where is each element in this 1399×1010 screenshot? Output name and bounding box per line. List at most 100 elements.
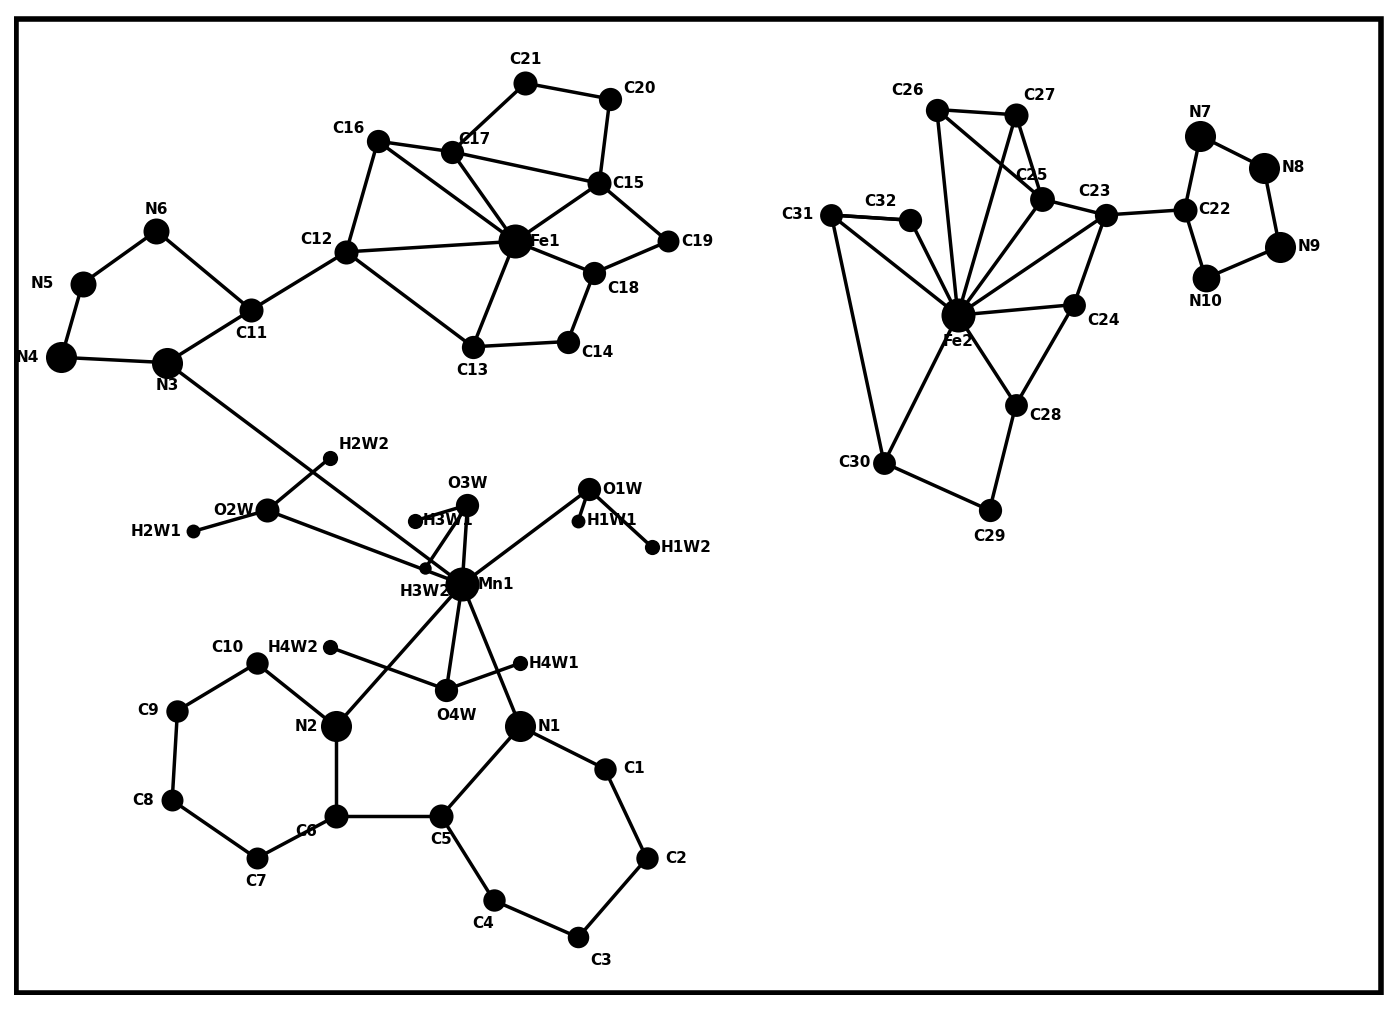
Text: C3: C3 — [590, 953, 613, 969]
Text: C29: C29 — [974, 529, 1006, 544]
Point — [641, 539, 663, 556]
Point — [441, 143, 463, 160]
Point — [515, 75, 537, 91]
Point — [1063, 297, 1086, 313]
Text: Fe2: Fe2 — [943, 334, 974, 349]
Point — [403, 513, 425, 529]
Point — [334, 243, 357, 260]
Text: C23: C23 — [1079, 184, 1111, 199]
Text: H3W1: H3W1 — [422, 513, 474, 528]
Text: C22: C22 — [1198, 202, 1231, 217]
Text: H2W2: H2W2 — [339, 437, 390, 452]
Text: C8: C8 — [132, 793, 154, 808]
Text: C18: C18 — [607, 282, 639, 296]
Point — [414, 561, 436, 577]
Point — [588, 176, 610, 192]
Point — [578, 481, 600, 497]
Text: C31: C31 — [782, 207, 814, 222]
Text: C1: C1 — [624, 762, 645, 776]
Point — [166, 703, 189, 719]
Text: C28: C28 — [1030, 408, 1062, 423]
Text: H2W1: H2W1 — [132, 524, 182, 539]
Text: C17: C17 — [459, 131, 491, 146]
Point — [504, 233, 526, 249]
Point — [71, 276, 94, 292]
Text: C32: C32 — [865, 194, 897, 209]
Point — [429, 808, 452, 824]
Point — [656, 233, 679, 249]
Point — [483, 893, 505, 909]
Text: N8: N8 — [1281, 160, 1305, 175]
Text: C24: C24 — [1087, 313, 1119, 328]
Text: C30: C30 — [838, 456, 870, 471]
Point — [1174, 202, 1196, 218]
Point — [635, 850, 658, 867]
Text: C21: C21 — [509, 53, 541, 68]
Text: C4: C4 — [473, 916, 494, 931]
Point — [509, 718, 532, 734]
Text: H3W2: H3W2 — [400, 584, 450, 599]
Text: C7: C7 — [246, 874, 267, 889]
Point — [583, 265, 606, 281]
Text: C19: C19 — [681, 234, 713, 248]
Text: C6: C6 — [295, 824, 318, 839]
Point — [155, 355, 178, 371]
Point — [1094, 207, 1116, 223]
Text: N6: N6 — [144, 202, 168, 217]
Text: C27: C27 — [1023, 88, 1055, 103]
Text: C16: C16 — [332, 121, 365, 136]
Point — [256, 502, 278, 518]
Point — [241, 302, 263, 318]
Text: N1: N1 — [539, 719, 561, 734]
Point — [245, 850, 267, 867]
Text: H1W1: H1W1 — [586, 513, 638, 528]
Text: C20: C20 — [623, 81, 656, 96]
Point — [820, 207, 842, 223]
Point — [926, 101, 949, 117]
Point — [450, 576, 473, 592]
Point — [1004, 107, 1027, 123]
Point — [1189, 128, 1212, 144]
Point — [435, 682, 457, 698]
Point — [947, 307, 970, 323]
Point — [1031, 191, 1053, 207]
Point — [50, 349, 73, 366]
Point — [978, 502, 1000, 518]
Point — [456, 497, 478, 513]
Text: O4W: O4W — [436, 708, 477, 723]
Point — [1252, 160, 1274, 176]
Text: C14: C14 — [581, 344, 613, 360]
Text: C15: C15 — [613, 176, 645, 191]
Point — [319, 449, 341, 466]
Text: C10: C10 — [211, 640, 243, 654]
Point — [557, 333, 579, 349]
Point — [567, 929, 589, 945]
Point — [182, 523, 204, 539]
Point — [509, 655, 532, 672]
Point — [367, 133, 389, 149]
Text: O3W: O3W — [448, 477, 488, 492]
Point — [593, 761, 616, 777]
Text: C5: C5 — [431, 832, 452, 846]
Text: N3: N3 — [155, 379, 179, 393]
Point — [245, 655, 267, 672]
Text: C13: C13 — [456, 363, 488, 378]
Text: O1W: O1W — [603, 482, 642, 497]
Point — [567, 513, 589, 529]
Point — [599, 91, 621, 107]
Text: N7: N7 — [1189, 105, 1212, 120]
Text: N4: N4 — [15, 349, 39, 365]
Text: H1W2: H1W2 — [660, 539, 711, 554]
Point — [161, 792, 183, 808]
Text: N2: N2 — [294, 719, 318, 734]
Point — [873, 454, 895, 471]
Point — [1004, 397, 1027, 413]
Text: O2W: O2W — [213, 503, 253, 518]
Text: C9: C9 — [137, 703, 159, 718]
Text: C25: C25 — [1016, 169, 1048, 184]
Text: N10: N10 — [1189, 294, 1223, 309]
Text: N5: N5 — [31, 276, 55, 291]
Point — [325, 808, 347, 824]
Text: C26: C26 — [891, 83, 923, 98]
Point — [900, 212, 922, 228]
